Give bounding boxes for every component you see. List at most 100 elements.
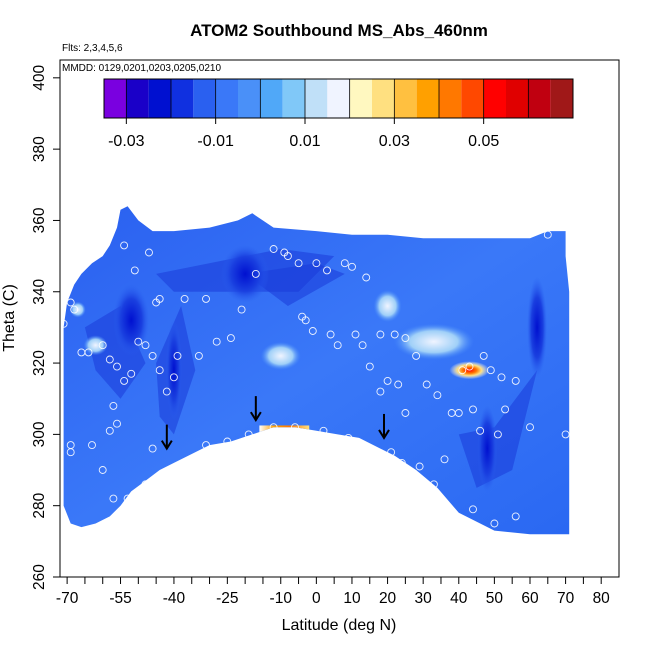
sample-point <box>312 259 321 268</box>
sample-point <box>269 245 278 253</box>
sample-point <box>173 351 182 360</box>
x-tick-label: -55 <box>109 590 131 607</box>
sample-point <box>323 266 331 275</box>
y-axis-label: Theta (C) <box>1 284 18 352</box>
colorbar-swatch <box>305 79 328 118</box>
x-tick-label: 60 <box>521 590 539 607</box>
sample-point <box>401 409 410 417</box>
colorbar-frame <box>103 78 574 119</box>
sample-point <box>251 269 260 278</box>
x-tick-label: 50 <box>486 590 504 607</box>
sample-point <box>326 330 335 339</box>
y-tick-label: 280 <box>31 492 48 518</box>
sample-point <box>120 241 129 250</box>
colorbar-tick-label: -0.01 <box>197 133 234 150</box>
y-tick-label: 380 <box>31 136 48 162</box>
sample-point <box>422 380 431 389</box>
sample-point <box>561 430 570 439</box>
sample-point <box>387 448 396 457</box>
colorbar-tick-label: -0.03 <box>108 133 145 150</box>
sample-point <box>123 494 132 503</box>
arrow-marker <box>249 396 262 423</box>
chart-title: ATOM2 Southbound MS_Abs_460nm <box>190 21 488 40</box>
field-dark-spot <box>113 284 150 357</box>
sample-point <box>376 387 385 396</box>
sample-point <box>226 334 235 343</box>
sample-point <box>109 401 118 410</box>
y-tick-label: 300 <box>31 421 48 447</box>
sample-point <box>88 441 96 450</box>
sample-point <box>440 455 449 464</box>
colorbar-swatch <box>104 79 127 118</box>
y-tick-label: 360 <box>31 207 48 233</box>
field-dark-spot <box>165 319 182 421</box>
sample-point <box>202 294 210 303</box>
x-tick-label: -40 <box>163 590 186 607</box>
sample-point <box>412 351 421 360</box>
arrow-marker <box>378 413 390 440</box>
colorbar-swatch <box>483 79 506 118</box>
colorbar-swatch <box>238 79 261 118</box>
colorbar: -0.03 -0.01 0.01 0.03 0.05 <box>103 78 574 150</box>
sample-point <box>148 444 157 453</box>
sample-point <box>98 341 107 350</box>
sample-point <box>223 437 232 446</box>
sample-point <box>543 230 552 239</box>
colorbar-swatch <box>327 79 350 118</box>
colorbar-swatch <box>193 79 216 118</box>
x-tick-label: 20 <box>379 590 397 607</box>
sample-point <box>415 462 424 471</box>
field-pale-spot <box>260 341 301 370</box>
x-tick-label: -10 <box>270 590 293 607</box>
colorbar-swatch <box>416 79 439 118</box>
sample-point <box>70 305 79 314</box>
colorbar-tick-label: 0.05 <box>468 133 499 150</box>
sample-point <box>162 387 171 396</box>
plot-frame <box>59 59 620 578</box>
sample-point <box>291 423 299 432</box>
sample-point <box>365 362 374 371</box>
colorbar-swatch <box>260 79 283 118</box>
annotation-arrows <box>160 396 390 451</box>
x-tick-label: 30 <box>415 590 433 607</box>
sample-point <box>301 316 310 325</box>
sample-point <box>155 366 164 375</box>
colorbar-tick-label: 0.03 <box>379 133 410 150</box>
sample-point <box>429 480 438 489</box>
field-dark-band <box>245 263 345 306</box>
colorbar-swatch <box>148 79 171 118</box>
sample-point <box>383 376 392 385</box>
field-pale-spot <box>83 335 108 356</box>
sample-point <box>308 327 317 335</box>
sample-point <box>180 458 189 467</box>
sample-point <box>469 505 477 514</box>
sample-point <box>486 366 495 375</box>
arrow-head <box>160 440 173 451</box>
field-dark-spot <box>477 405 498 492</box>
x-axis: -70 -55 -40 -25 -10 0 10 20 30 40 50 60 70 80 <box>56 577 610 607</box>
x-tick-label: 80 <box>593 590 611 607</box>
sample-point <box>397 458 406 467</box>
sample-point <box>394 380 403 389</box>
sample-point <box>152 298 161 307</box>
sample-point <box>202 441 210 450</box>
y-tick-label: 340 <box>31 278 48 304</box>
colorbar-swatch <box>439 79 462 118</box>
sample-point <box>294 259 303 268</box>
sample-point <box>130 266 139 275</box>
sample-point <box>212 337 221 346</box>
sample-point <box>66 298 75 307</box>
sample-point <box>319 426 328 435</box>
sample-point <box>344 433 353 442</box>
sample-point <box>476 426 485 435</box>
colorbar-swatch <box>394 79 417 118</box>
sample-point <box>237 305 246 314</box>
x-tick-label: -70 <box>56 590 79 607</box>
flights-note: Flts: 2,3,4,5,6 <box>62 43 123 54</box>
colorbar-swatch <box>372 79 395 118</box>
sample-point <box>376 330 385 339</box>
y-tick-label: 400 <box>31 65 48 91</box>
sample-point <box>490 519 499 528</box>
sample-point <box>340 259 349 268</box>
